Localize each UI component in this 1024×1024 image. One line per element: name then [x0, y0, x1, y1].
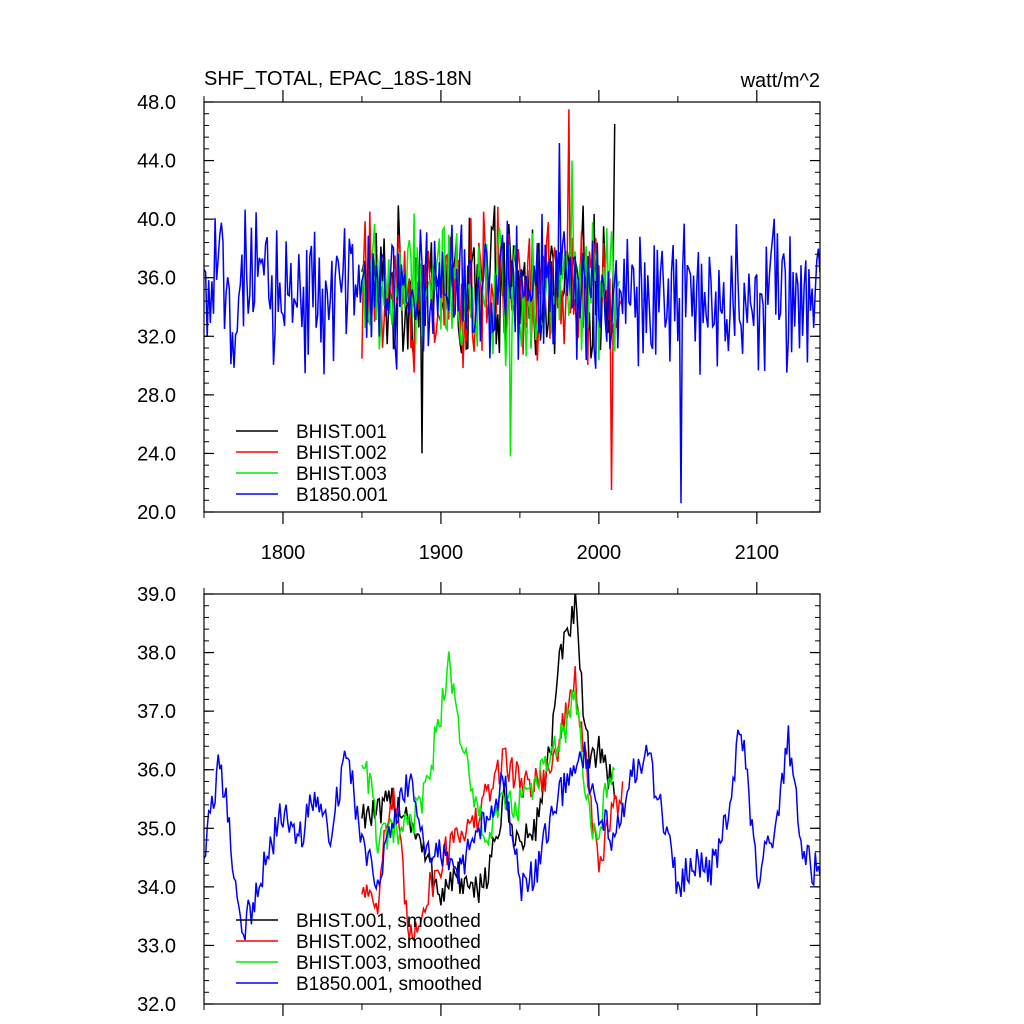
bottom-legend-label: BHIST.003, smoothed: [296, 953, 481, 974]
bottom-y-tick-label: 39.0: [137, 584, 176, 606]
bottom-y-tick-label: 35.0: [137, 818, 176, 840]
top-y-tick-label: 48.0: [137, 92, 176, 114]
bottom-y-tick-label: 32.0: [137, 994, 176, 1016]
bottom-axes: 32.0 33.0 34.0 35.0 36.0 37.0 38.0 39.0: [137, 582, 821, 1016]
top-legend-label: BHIST.002: [296, 443, 387, 464]
top-y-tick-label: 32.0: [137, 326, 176, 348]
top-x-tick-label: 1800: [261, 542, 306, 564]
top-x-tick-label: 2000: [577, 542, 622, 564]
top-chart-units: watt/m^2: [740, 70, 820, 92]
top-axes: 20.0 24.0 28.0 32.0 36.0 40.0 44.0 48.0 1800 1900…: [137, 90, 821, 564]
bottom-legend-label: BHIST.002, smoothed: [296, 932, 481, 953]
top-y-tick-label: 36.0: [137, 268, 176, 290]
bottom-y-tick-label: 33.0: [137, 935, 176, 957]
bottom-legend-label: B1850.001, smoothed: [296, 974, 482, 995]
top-series-line-3: [204, 142, 820, 504]
bottom-series-line-2: [361, 651, 616, 854]
top-legend-label: B1850.001: [296, 485, 388, 506]
bottom-plot-lines: [204, 594, 820, 943]
top-x-tick-label: 2100: [735, 542, 780, 564]
bottom-y-tick-label: 37.0: [137, 701, 176, 723]
top-y-tick-label: 40.0: [137, 209, 176, 231]
top-legend-label: BHIST.003: [296, 464, 387, 485]
top-y-tick-label: 20.0: [137, 502, 176, 524]
bottom-y-tick-label: 38.0: [137, 643, 176, 665]
bottom-series-line-0: [361, 594, 616, 906]
top-y-tick-label: 24.0: [137, 443, 176, 465]
bottom-panel: 32.0 33.0 34.0 35.0 36.0 37.0 38.0 39.0 BHIST.0…: [137, 582, 821, 1016]
bottom-y-tick-label: 36.0: [137, 760, 176, 782]
top-y-tick-label: 28.0: [137, 385, 176, 407]
top-plot-frame: [203, 101, 821, 513]
top-legend-label: BHIST.001: [296, 422, 387, 443]
bottom-y-tick-label: 34.0: [137, 877, 176, 899]
top-panel: SHF_TOTAL, EPAC_18S-18N watt/m^2 20.0 24.…: [137, 68, 821, 564]
bottom-series-line-3: [204, 725, 820, 941]
top-plot-lines: [204, 109, 820, 504]
top-x-tick-label: 1900: [419, 542, 464, 564]
bottom-plot-frame: [203, 593, 821, 1005]
top-chart-title: SHF_TOTAL, EPAC_18S-18N: [204, 68, 472, 90]
top-y-tick-label: 44.0: [137, 151, 176, 173]
bottom-legend-label: BHIST.001, smoothed: [296, 911, 481, 932]
